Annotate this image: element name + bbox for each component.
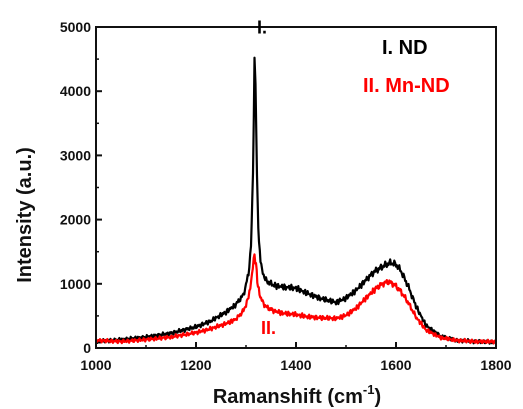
series-line-mn-nd (94, 253, 497, 345)
x-axis-title-superscript: -1 (363, 382, 375, 397)
annotation-layer: I. II. (257, 17, 276, 337)
x-tick-label: 1400 (280, 357, 311, 373)
y-tick-label: 5000 (60, 19, 91, 35)
x-axis-title: Ramanshift (cm-1) (213, 382, 381, 408)
legend: I. ND II. Mn-ND (363, 37, 450, 97)
x-tick-label: 1000 (80, 357, 111, 373)
y-tick-label: 4000 (60, 83, 91, 99)
legend-item-mn-nd: II. Mn-ND (363, 75, 450, 97)
series-layer (94, 56, 497, 345)
series-line-nd (95, 56, 497, 345)
axis-layer: 1000 1200 1400 1600 180001000200030004000500… (60, 19, 512, 373)
y-tick-label: 3000 (60, 147, 91, 163)
y-axis-title: Intensity (a.u.) (14, 147, 36, 283)
legend-item-nd: I. ND (382, 37, 428, 59)
x-tick-label: 1600 (380, 357, 411, 373)
x-tick-label: 1200 (180, 357, 211, 373)
y-tick-label: 0 (83, 340, 91, 356)
y-tick-label: 2000 (60, 212, 91, 228)
x-axis-title-main: Ramanshift (cm (213, 386, 363, 408)
x-tick-label: 1800 (480, 357, 511, 373)
y-tick-label: 1000 (60, 276, 91, 292)
peak-annotation-1: I. (257, 17, 267, 37)
x-axis-title-end: ) (374, 386, 381, 408)
peak-annotation-2: II. (261, 318, 276, 338)
